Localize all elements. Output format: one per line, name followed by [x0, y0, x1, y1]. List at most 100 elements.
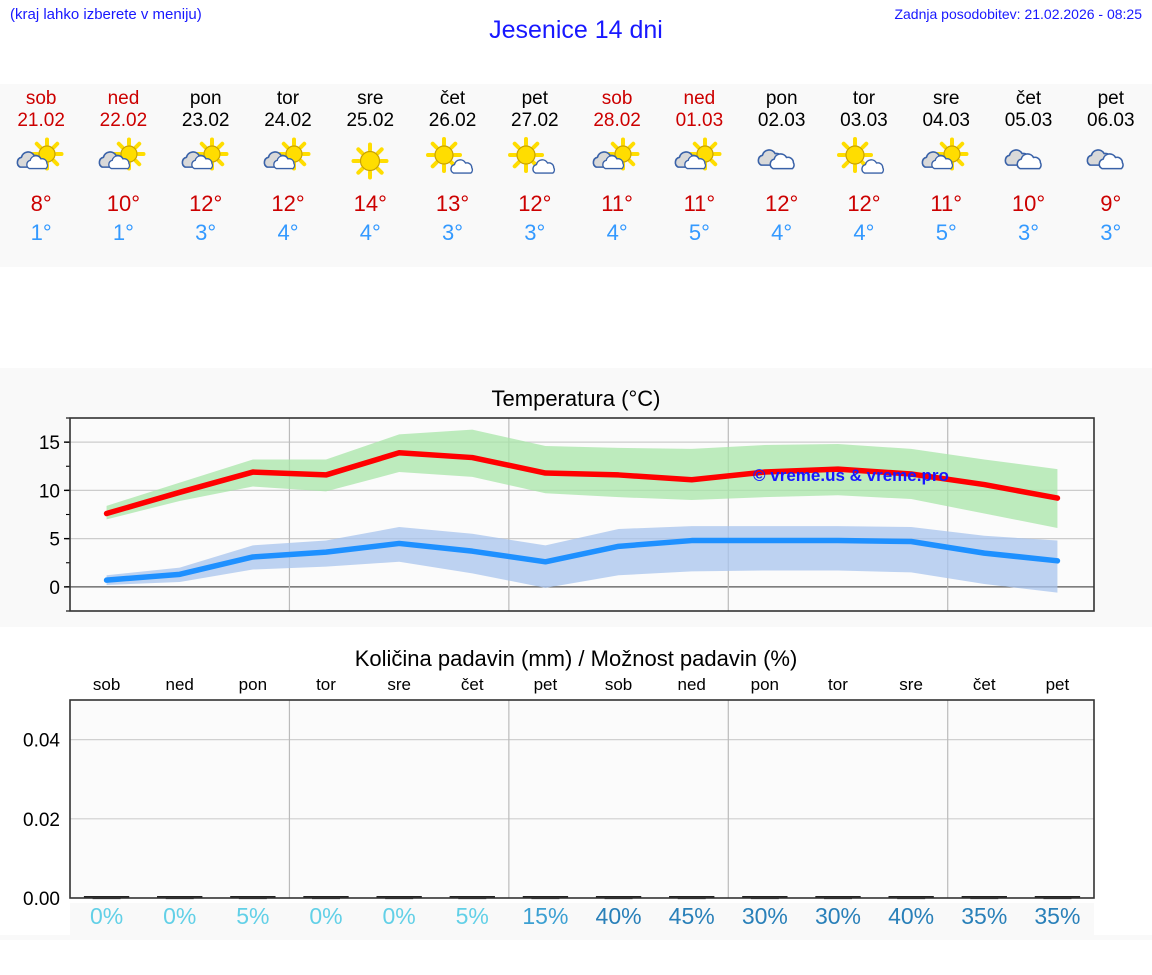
precip-day-label: pon	[238, 675, 268, 694]
precipitation-probability-row: 0% 0% 5% 0% 0% 5% 15% 40% 45% 30% 30% 40% 35% 35%	[70, 903, 1094, 937]
temp-min: 3°	[1017, 220, 1040, 245]
temp-min: 4°	[771, 220, 793, 245]
precipitation-chart-title: Količina padavin (mm) / Možnost padavin …	[354, 646, 798, 671]
precip-probability: 0%	[309, 903, 343, 929]
precipitation-chart-svg-wrap: 0.00 0.02 0.04	[0, 640, 1152, 935]
clouds-icon	[757, 149, 795, 170]
weather-icon-wrap	[915, 137, 977, 185]
day-column-10[interactable]: tor 03.03 12° 4°	[823, 84, 905, 267]
day-name: pon	[765, 88, 798, 109]
clouds-icon	[1004, 149, 1042, 170]
day-column-1[interactable]: ned 22.02 10° 1°	[82, 84, 164, 267]
weather-icon-wrap	[668, 137, 730, 185]
precip-day-label: pon	[750, 675, 780, 694]
temp-y-tick: 0	[49, 578, 60, 599]
precip-probability: 40%	[888, 903, 935, 929]
precip-day-label: pet	[533, 675, 558, 694]
temp-max: 12°	[518, 191, 552, 216]
last-updated: Zadnja posodobitev: 21.02.2026 - 08:25	[894, 6, 1142, 22]
temp-y-tick: 10	[39, 481, 60, 502]
precip-probability: 30%	[814, 903, 861, 929]
precip-y-tick: 0.04	[23, 731, 60, 752]
temp-min: 1°	[112, 220, 134, 245]
temp-max: 10°	[1011, 191, 1046, 216]
temperature-chart-svg-wrap: 0 5 10 15	[0, 368, 1152, 627]
day-column-3[interactable]: tor 24.02 12° 4°	[247, 84, 329, 267]
precip-day-label: sre	[899, 675, 923, 694]
day-column-12[interactable]: čet 05.03 10° 3°	[987, 84, 1069, 267]
location-hint: (kraj lahko izberete v meniju)	[10, 6, 202, 23]
precip-day-label: sre	[387, 675, 411, 694]
daily-forecast-strip: sob 21.02 8° 1° ned 22.02 10° 1° pon 23.02 12° 3° to…	[0, 84, 1152, 267]
temp-y-tick: 5	[49, 530, 60, 551]
day-date: 03.03	[840, 110, 888, 131]
precip-day-label: tor	[828, 675, 848, 694]
page-header: (kraj lahko izberete v meniju) Jesenice …	[0, 0, 1152, 62]
temp-min: 5°	[688, 220, 710, 245]
day-date: 24.02	[264, 110, 312, 131]
day-column-0[interactable]: sob 21.02 8° 1°	[0, 84, 82, 267]
precip-day-label: sob	[604, 675, 633, 694]
precipitation-day-labels: sob ned pon tor sre čet pet sob ned pon tor sre čet p…	[70, 675, 1094, 699]
day-column-8[interactable]: ned 01.03 11° 5°	[658, 84, 740, 267]
day-name: ned	[107, 88, 140, 109]
sun-smallcloud-icon	[507, 137, 555, 174]
day-name: pon	[189, 88, 222, 109]
cloud-sun-icon	[181, 137, 229, 171]
temperature-chart-title: Temperatura (°C)	[491, 386, 661, 411]
day-date: 26.02	[428, 110, 477, 131]
weather-icon-wrap	[257, 137, 319, 185]
day-date: 28.02	[593, 110, 641, 131]
day-name: pet	[1097, 88, 1124, 109]
precip-day-label: ned	[165, 675, 194, 694]
temp-max: 10°	[106, 191, 141, 216]
precip-probability: 35%	[1034, 903, 1081, 929]
day-name: tor	[276, 88, 300, 109]
page-footer	[0, 940, 1152, 975]
temp-min: 4°	[853, 220, 875, 245]
sun-smallcloud-icon	[836, 137, 884, 174]
day-column-13[interactable]: pet 06.03 9° 3°	[1070, 84, 1152, 267]
temp-min: 1°	[30, 220, 52, 245]
precip-probability: 45%	[668, 903, 715, 929]
precip-y-tick: 0.00	[23, 889, 60, 910]
cloud-sun-icon	[921, 137, 969, 171]
temp-max: 12°	[847, 191, 881, 216]
temp-min: 3°	[195, 220, 217, 245]
precip-day-label: sob	[92, 675, 121, 694]
day-column-2[interactable]: pon 23.02 12° 3°	[165, 84, 247, 267]
page-title: Jesenice 14 dni	[489, 16, 663, 44]
precipitation-chart: 0.00 0.02 0.04	[23, 699, 1095, 910]
cloud-sun-icon	[99, 137, 146, 171]
weather-icon-wrap	[339, 137, 401, 185]
temp-min: 5°	[935, 220, 957, 245]
precip-probability: 5%	[455, 903, 489, 929]
temp-max: 11°	[601, 191, 633, 216]
day-name: tor	[852, 88, 876, 109]
day-column-7[interactable]: sob 28.02 11° 4°	[576, 84, 658, 267]
day-name: čet	[439, 88, 466, 109]
day-column-4[interactable]: sre 25.02 14° 4°	[329, 84, 411, 267]
day-name: ned	[683, 88, 716, 109]
day-column-9[interactable]: pon 02.03 12° 4°	[741, 84, 823, 267]
day-name: pet	[521, 88, 549, 109]
day-column-5[interactable]: čet 26.02 13° 3°	[411, 84, 493, 267]
day-date: 04.03	[922, 110, 970, 131]
precip-probability: 5%	[236, 903, 270, 929]
day-date: 22.02	[99, 110, 148, 131]
weather-icon-wrap	[175, 137, 237, 185]
precip-day-label: pet	[1045, 675, 1070, 694]
precip-probability: 30%	[741, 903, 788, 929]
day-date: 01.03	[675, 110, 724, 131]
day-column-6[interactable]: pet 27.02 12° 3°	[494, 84, 576, 267]
weather-icon-wrap	[92, 137, 154, 185]
weather-icon-wrap	[504, 137, 566, 185]
precip-probability: 40%	[595, 903, 642, 929]
day-column-11[interactable]: sre 04.03 11° 5°	[905, 84, 987, 267]
temp-max: 12°	[765, 191, 799, 216]
day-date: 05.03	[1004, 110, 1053, 131]
temp-y-tick: 15	[39, 433, 60, 454]
temp-min: 3°	[442, 220, 464, 245]
weather-icon-wrap	[10, 137, 72, 185]
day-name: sre	[933, 88, 960, 109]
